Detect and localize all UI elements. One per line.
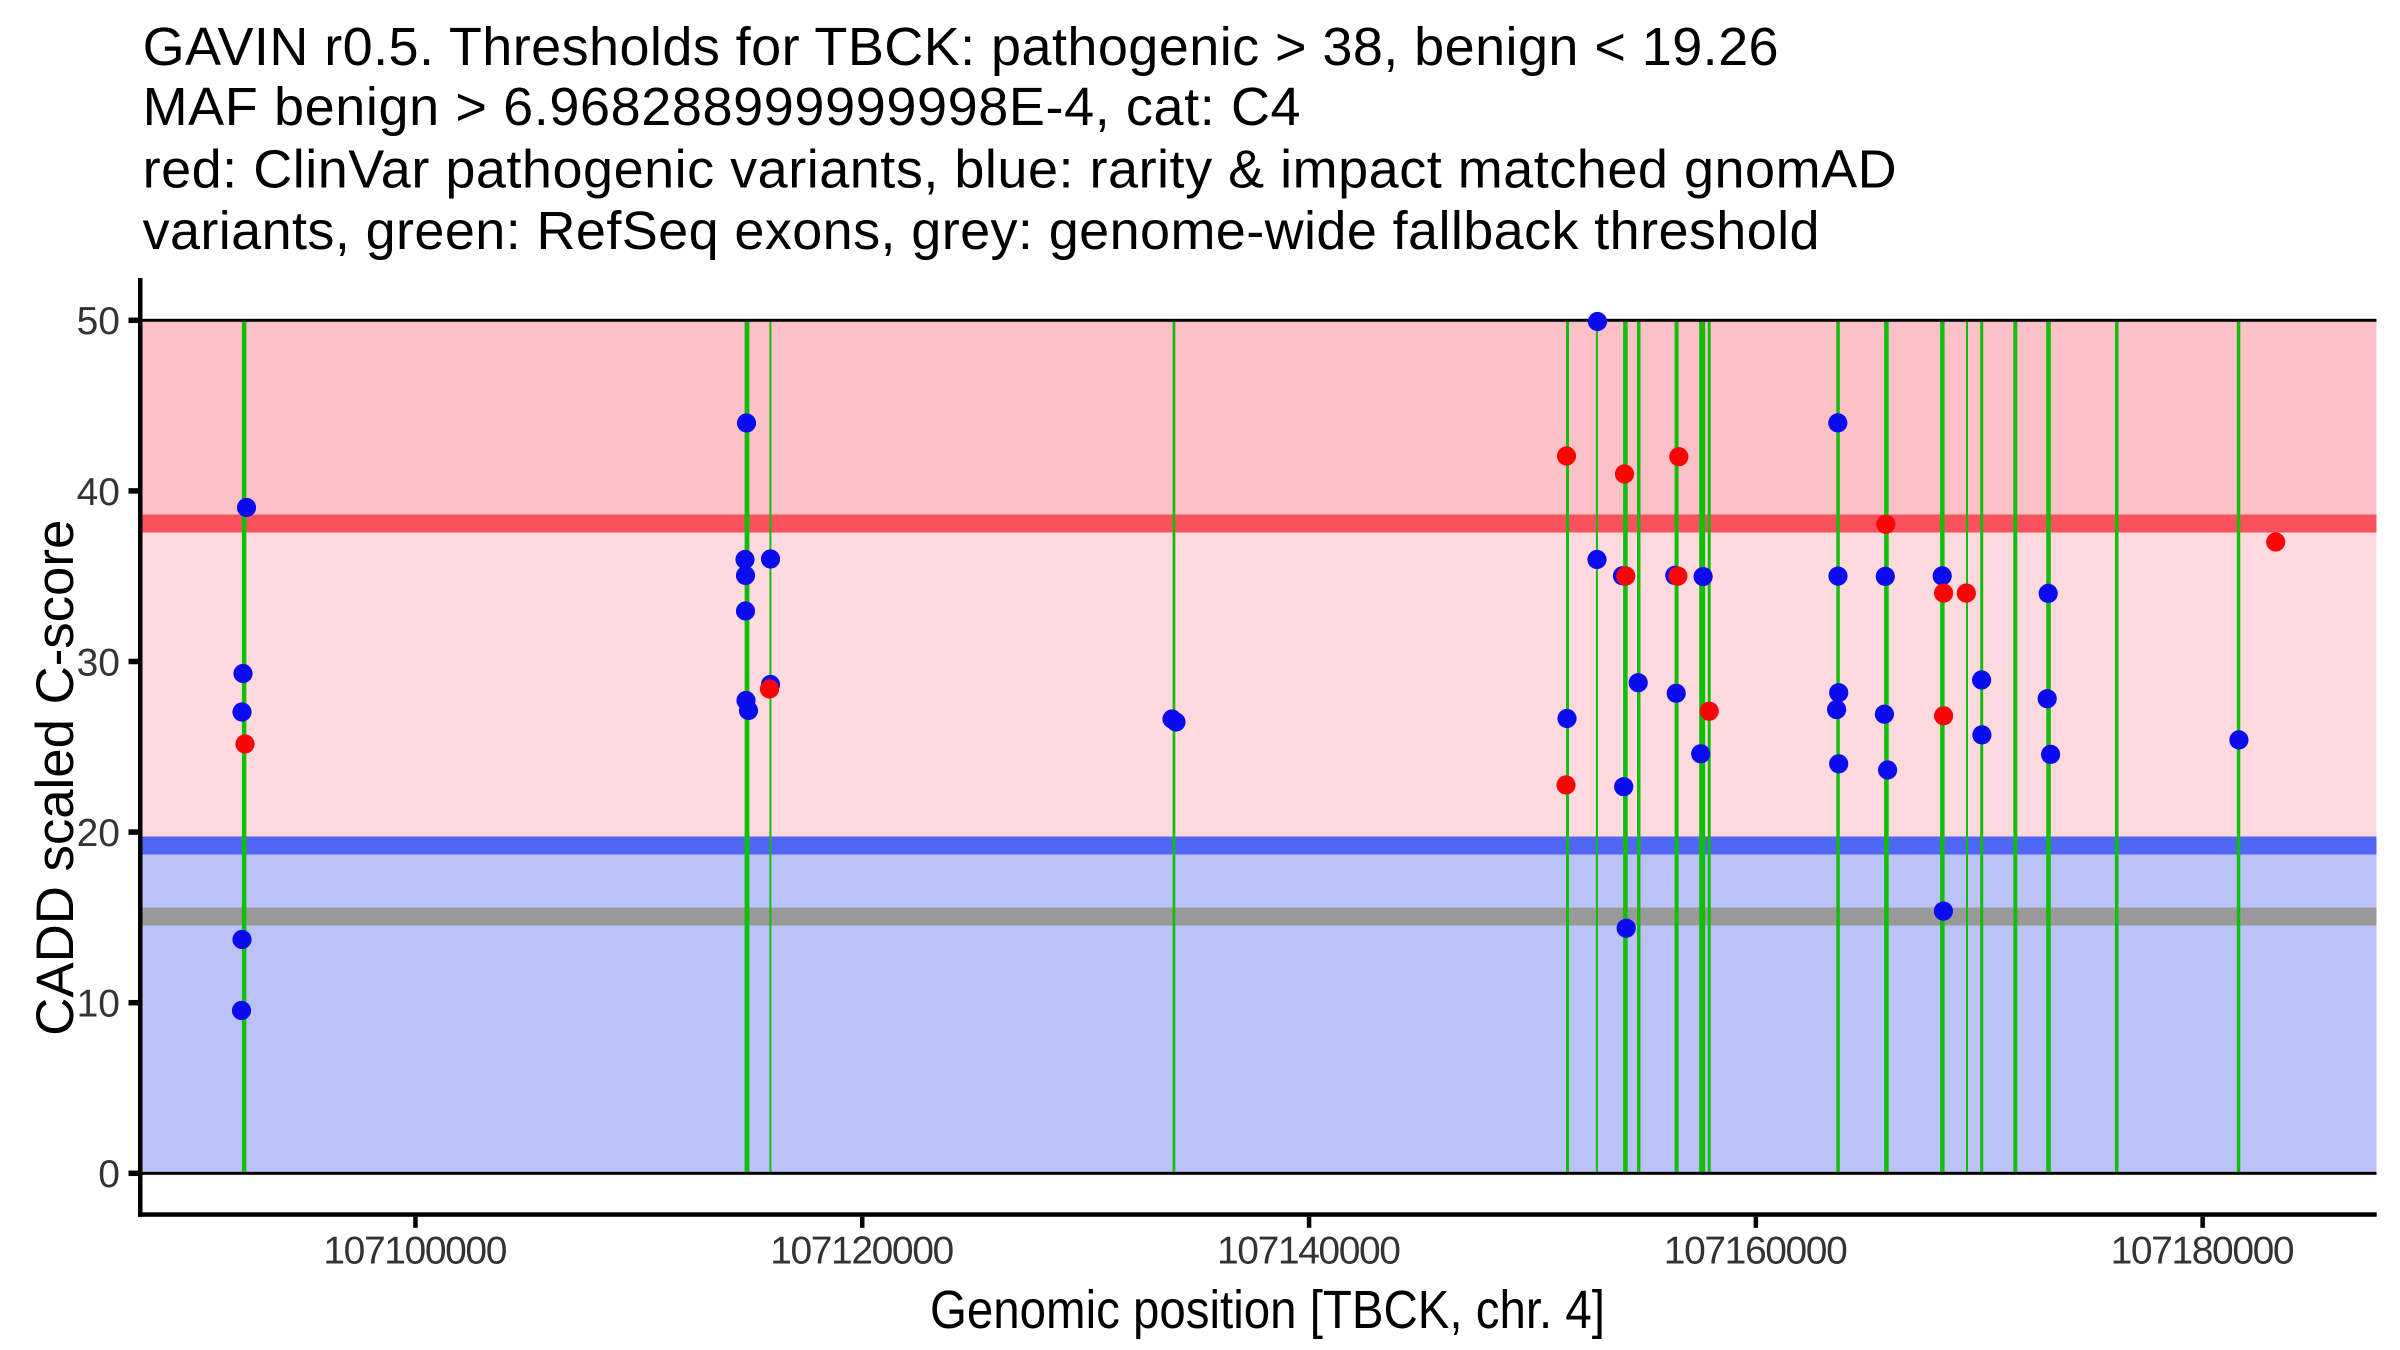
svg-text:107160000: 107160000 xyxy=(1664,1230,1848,1273)
svg-text:30: 30 xyxy=(77,641,120,684)
svg-text:107140000: 107140000 xyxy=(1217,1230,1401,1273)
svg-text:red: ClinVar pathogenic varian: red: ClinVar pathogenic variants, blue: … xyxy=(143,139,1897,199)
svg-text:0: 0 xyxy=(98,1153,120,1196)
svg-text:40: 40 xyxy=(77,471,120,514)
svg-text:10: 10 xyxy=(77,983,120,1026)
svg-text:20: 20 xyxy=(77,812,120,855)
svg-text:variants, green: RefSeq exons,: variants, green: RefSeq exons, grey: gen… xyxy=(143,201,1820,261)
svg-text:50: 50 xyxy=(77,300,120,343)
svg-text:107120000: 107120000 xyxy=(770,1230,954,1273)
svg-text:GAVIN r0.5. Thresholds for TBC: GAVIN r0.5. Thresholds for TBCK: pathoge… xyxy=(143,17,1779,77)
svg-text:CADD scaled C-score: CADD scaled C-score xyxy=(26,520,85,1036)
svg-text:107100000: 107100000 xyxy=(323,1230,507,1273)
svg-text:107180000: 107180000 xyxy=(2111,1230,2295,1273)
svg-text:Genomic position [TBCK, chr. 4: Genomic position [TBCK, chr. 4] xyxy=(930,1280,1605,1340)
svg-text:MAF benign > 6.968288999999998: MAF benign > 6.968288999999998E-4, cat: … xyxy=(143,77,1301,137)
